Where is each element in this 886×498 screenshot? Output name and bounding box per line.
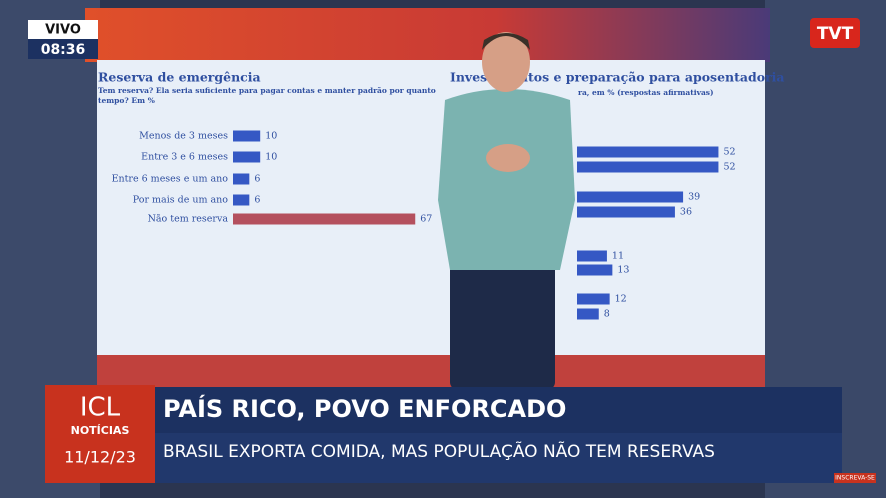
value-label: 10 [265,131,277,142]
presenter-head [482,32,530,92]
category-label: Não tem reserva [148,214,229,225]
bar [577,308,599,320]
category-label: Por mais de um ano [133,195,229,206]
presenter-sweater [438,89,575,270]
bar [233,130,261,142]
category-label: Entre 3 e 6 meses [141,152,228,163]
value-label: 12 [615,294,627,305]
bar [577,264,613,276]
value-label: 6 [254,195,260,206]
presenter [438,32,575,390]
bar [577,161,719,173]
live-label: VIVO [45,23,81,38]
bar [233,173,250,185]
channel-logo: TVT [817,24,854,44]
bar [577,191,684,203]
bar [233,194,250,206]
subheadline: BRASIL EXPORTA COMIDA, MAS POPULAÇÃO NÃO… [163,440,715,462]
live-badge [28,20,98,39]
headline-bar [155,387,842,433]
subheadline-bar [155,433,842,483]
bar [577,206,675,218]
chart-subtitle-box: ra, em % (respostas afirmativas) [578,88,714,97]
value-label: 10 [265,152,277,163]
show-logo: ICL [80,393,121,423]
screen-header [85,8,770,62]
value-label: 67 [420,214,432,225]
clock: 08:36 [41,42,86,58]
chart-title: Reserva de emergência [98,70,261,85]
screen-footer [97,355,765,387]
value-label: 8 [604,309,610,320]
value-label: 52 [723,147,735,158]
value-label: 6 [254,174,260,185]
value-label: 13 [617,265,629,276]
value-label: 36 [680,207,692,218]
bar [233,213,416,225]
lower-third-logo-box [45,385,155,483]
value-label: 52 [723,162,735,173]
value-label: 39 [688,192,700,203]
chart-title: Investimentos e preparação para aposenta… [450,70,785,85]
presenter-pants [450,255,555,390]
headline: PAÍS RICO, POVO ENFORCADO [163,394,566,423]
chart-subtitle: Tem reserva? Ela seria suficiente para p… [98,86,436,105]
bar [577,293,610,305]
bar [577,250,607,262]
chart-subtitle: ra, em % (respostas afirmativas) [578,88,714,97]
chart-subtitle-box: Tem reserva? Ela seria suficiente para p… [98,86,436,105]
clock-badge [28,39,98,59]
value-label: 11 [612,251,624,262]
subscribe-label[interactable]: INSCREVA-SE [835,475,875,482]
presenter-hands [486,144,530,172]
presenter-hair [482,33,530,50]
bar [577,146,719,158]
category-label: Menos de 3 meses [139,131,228,142]
subscribe-button[interactable] [834,473,876,483]
category-label: Entre 6 meses e um ano [112,174,229,185]
show-section: NOTÍCIAS [71,424,130,437]
date: 11/12/23 [64,448,136,467]
channel-logo-box [810,18,860,48]
bar [233,151,261,163]
